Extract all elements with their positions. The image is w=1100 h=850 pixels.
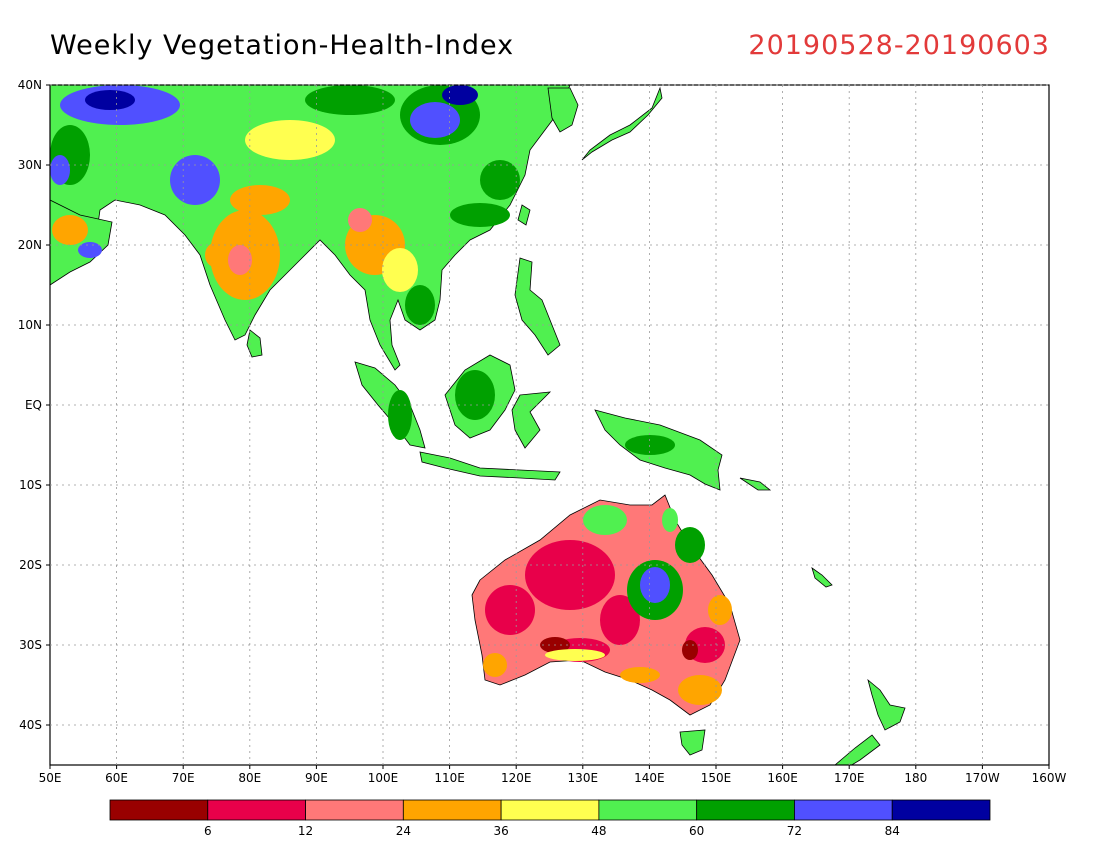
colorbar-tick-label: 48	[591, 824, 606, 838]
lat-tick-label: 30N	[18, 158, 42, 172]
colorbar-swatch	[402, 799, 502, 821]
map-grid	[50, 84, 1049, 765]
lon-tick-label: 150E	[701, 771, 732, 785]
colorbar-swatch	[109, 799, 209, 821]
colorbar-tick-label: 84	[885, 824, 900, 838]
colorbar-tick-label: 72	[787, 824, 802, 838]
vhi-patches	[50, 85, 732, 705]
colorbar-swatch	[794, 799, 893, 821]
lon-tick-label: 110E	[434, 771, 465, 785]
map-title: Weekly Vegetation-Health-Index	[50, 30, 515, 61]
lon-tick-label: 160E	[767, 771, 798, 785]
land-solomon	[739, 477, 772, 491]
colorbar: 6 12 24 36 48 60 72 84	[109, 799, 991, 838]
lat-tick-label: 10S	[19, 478, 42, 492]
lat-tick-label: 40N	[18, 78, 42, 92]
lat-tick-label: 20N	[18, 238, 42, 252]
colorbar-tick-label: 12	[298, 824, 313, 838]
land-japan	[581, 86, 663, 161]
lon-tick-label: 120E	[501, 771, 532, 785]
lon-tick-label: 170E	[834, 771, 865, 785]
land-philippines	[514, 257, 561, 356]
land-nz-south	[834, 734, 881, 765]
lon-tick-label: 60E	[105, 771, 128, 785]
lon-tick-label: 80E	[238, 771, 261, 785]
land-taiwan	[517, 204, 531, 226]
land-tasmania	[679, 729, 706, 756]
lat-tick-label: 40S	[19, 718, 42, 732]
colorbar-swatch	[598, 799, 698, 821]
lat-tick-label: EQ	[25, 398, 42, 412]
colorbar-tick-label: 24	[396, 824, 411, 838]
land-newcaledonia	[811, 567, 833, 588]
land-srilanka	[246, 329, 263, 358]
lon-tick-label: 180	[904, 771, 927, 785]
lon-tick-label: 90E	[305, 771, 328, 785]
lon-tick-label: 100E	[368, 771, 399, 785]
colorbar-tick-label: 36	[493, 824, 508, 838]
latitude-labels: 40N 30N 20N 10N EQ 10S 20S 30S 40S	[18, 78, 50, 732]
colorbar-tick-label: 6	[204, 824, 212, 838]
colorbar-swatch	[500, 799, 600, 821]
colorbar-swatch	[207, 799, 306, 821]
land-java	[419, 451, 561, 481]
colorbar-swatch	[891, 799, 991, 821]
longitude-labels: 50E 60E 70E 80E 90E 100E 110E 120E 130E 140E 150E 1…	[39, 765, 1067, 785]
lon-tick-label: 140E	[634, 771, 665, 785]
lon-tick-label: 170W	[965, 771, 1000, 785]
lat-tick-label: 10N	[18, 318, 42, 332]
land-sulawesi	[511, 391, 552, 449]
lat-tick-label: 20S	[19, 558, 42, 572]
lat-tick-label: 30S	[19, 638, 42, 652]
date-range: 20190528-20190603	[748, 30, 1050, 61]
land-korea	[547, 87, 579, 133]
lon-tick-label: 160W	[1032, 771, 1067, 785]
land-layer	[50, 85, 906, 765]
colorbar-swatch	[305, 799, 404, 821]
land-nz-north	[867, 678, 906, 731]
land-asia	[50, 85, 571, 371]
lon-tick-label: 130E	[568, 771, 599, 785]
colorbar-swatch	[696, 799, 795, 821]
lon-tick-label: 70E	[172, 771, 195, 785]
lon-tick-label: 50E	[39, 771, 62, 785]
colorbar-tick-label: 60	[689, 824, 704, 838]
